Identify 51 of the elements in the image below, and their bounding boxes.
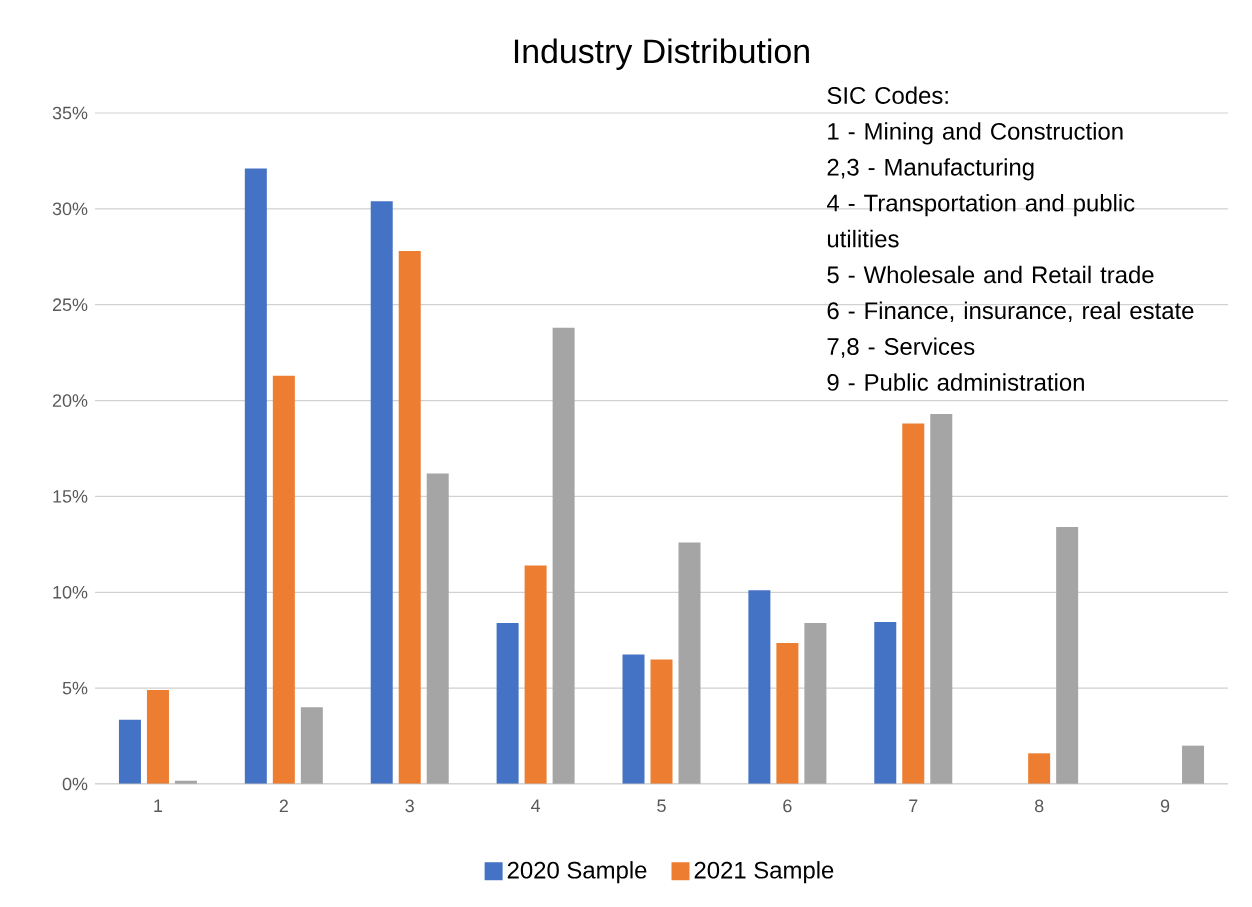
y-tick-label: 5% [62,681,88,695]
x-tick-label: 5 [657,799,666,813]
x-tick-label: 8 [1034,799,1044,813]
bar [244,168,267,784]
annotation: 4 - Transportation and public utilities [826,194,1135,248]
text: SIC Codes: [827,86,948,104]
annotation: 2,3 - Manufacturing [827,158,1034,181]
x-tick-label: 4 [531,799,541,812]
y-tick-label: 35% [52,106,88,120]
bar [272,375,295,784]
x-tick-label: 9 [1160,799,1170,813]
bar [930,413,953,784]
chart-title: Industry Distribution [514,38,809,70]
x-tick-label: 3 [405,799,414,813]
bar [370,201,393,784]
x-tick-label: 6 [783,799,792,813]
bar [874,622,897,784]
y-tick-label: 30% [52,202,88,216]
y-tick-label: 15% [53,490,88,503]
bar [776,643,799,784]
bar [748,590,771,784]
bar [118,719,141,784]
x-tick-label: 1 [154,799,163,812]
annotation: 6 - Finance, insurance, real estate [827,301,1194,322]
y-tick-label: 25% [52,298,88,312]
legend-label: 2020 Sample [507,861,647,884]
annotation: 9 - Public administration [827,373,1084,391]
annotation: 1 - Mining and Construction [828,122,1123,145]
bar [622,654,645,784]
bar [398,251,421,784]
bar [804,622,827,784]
annotation: 5 - Wholesale and Retail trade [827,265,1154,284]
y-tick-label: 20% [52,394,88,407]
bar [1182,745,1205,784]
bar [496,622,519,784]
y-tick-label: 10% [53,585,88,599]
bar [552,327,575,784]
annotation: 7,8 - Services [827,337,975,358]
bar [524,565,547,784]
x-tick-label: 7 [909,799,918,812]
bar [650,659,673,784]
bar [1056,527,1079,784]
bar [678,542,701,784]
bar [146,690,169,784]
bar [426,473,449,784]
bar [902,423,925,784]
y-tick-label: 0% [62,777,88,791]
bar [1028,753,1051,784]
legend-label: 2021 Sample [694,861,834,884]
x-tick-label: 2 [279,799,288,813]
bar [300,707,323,784]
